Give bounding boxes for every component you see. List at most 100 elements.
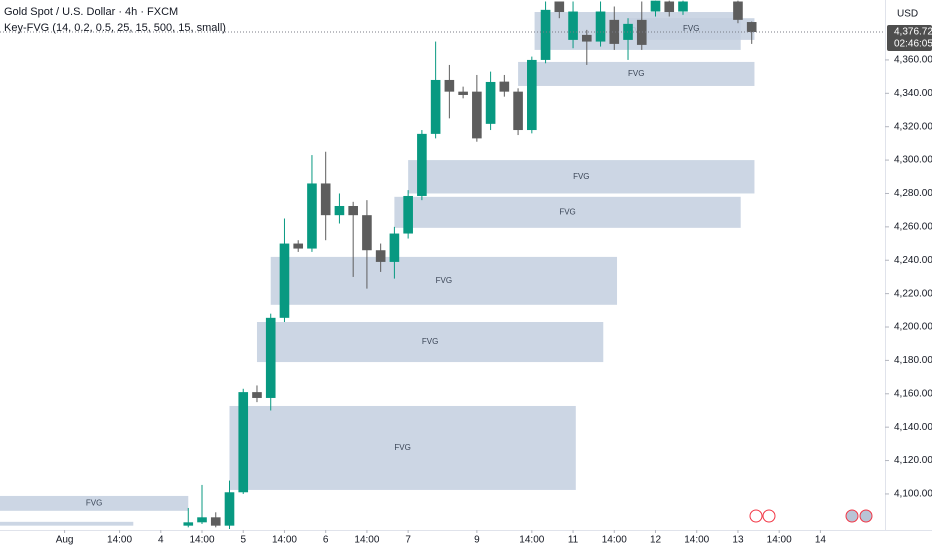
candle-body [224, 492, 235, 526]
candle-body [678, 1, 688, 12]
candle-body [334, 205, 345, 216]
candle-body [733, 1, 743, 20]
fvg-label: FVG [559, 207, 575, 216]
x-tick-label: 5 [240, 535, 246, 546]
fvg-zone [270, 256, 618, 305]
last-price-label: 4,376.72 [894, 27, 932, 38]
candle-body [499, 81, 510, 92]
fvg-zone [628, 18, 755, 40]
candle-body [540, 9, 551, 60]
candle-body [568, 11, 578, 40]
fvg-label: FVG [436, 276, 452, 285]
candle-body [362, 215, 372, 251]
currency-label: USD [897, 9, 918, 20]
candle-body [265, 317, 276, 398]
x-tick-label: 14:00 [354, 535, 379, 546]
candle-body [375, 250, 386, 262]
fvg-label: FVG [628, 69, 644, 78]
fvg-zone [408, 160, 755, 194]
x-tick-label: 14:00 [602, 535, 627, 546]
x-tick-label: 14:00 [684, 535, 709, 546]
axes: 4,100.00 4,120.00 4,140.00 4,160.00 4,180.00… [0, 25, 932, 546]
y-tick-label: 4,320.00 [894, 121, 932, 132]
y-tick-label: 4,180.00 [894, 355, 932, 366]
y-tick-label: 4,120.00 [894, 455, 932, 466]
y-tick-label: 4,240.00 [894, 255, 932, 266]
y-tick-label: 4,260.00 [894, 221, 932, 232]
candle-body [403, 195, 413, 234]
y-tick-label: 4,340.00 [894, 88, 932, 99]
fvg-zone [256, 322, 604, 363]
fvg-zone [518, 61, 755, 86]
y-tick-label: 4,360.00 [894, 55, 932, 66]
fvg-label: FVG [394, 443, 410, 452]
x-tick-label: 7 [405, 535, 411, 546]
zones: FVGFVGFVGFVGFVGFVGFVGFVGFVG [0, 12, 755, 526]
x-tick-label: 14:00 [519, 535, 544, 546]
fvg-label: FVG [86, 498, 102, 507]
fvg-zone [229, 405, 576, 490]
candle-body [513, 91, 523, 131]
x-tick-label: 14:00 [189, 535, 214, 546]
countdown-label: 02:46:05 [894, 39, 932, 50]
candle-body [389, 233, 400, 262]
y-tick-label: 4,100.00 [894, 489, 932, 500]
candle-body [623, 23, 633, 40]
candle-body [252, 392, 262, 398]
x-tick-label: 12 [650, 535, 662, 546]
x-tick-label: 14 [815, 535, 827, 546]
x-tick-label: Aug [56, 535, 74, 546]
candle-body [279, 243, 290, 318]
candle-body [210, 517, 221, 526]
event-icon [859, 509, 873, 523]
y-tick-label: 4,160.00 [894, 388, 932, 399]
candles [183, 0, 757, 529]
x-tick-label: 11 [568, 535, 579, 546]
y-tick-label: 4,300.00 [894, 155, 932, 166]
x-tick-label: 6 [323, 535, 329, 546]
candle-body [746, 22, 757, 33]
fvg-label: FVG [422, 337, 438, 346]
last-price-box [887, 25, 932, 52]
candle-body [485, 81, 496, 124]
y-tick-label: 4,140.00 [894, 422, 932, 433]
candle-body [307, 183, 317, 249]
candle-body [293, 243, 304, 249]
chart-title: Gold Spot / U.S. Dollar · 4h · FXCM [4, 6, 178, 18]
fvg-label: FVG [573, 172, 589, 181]
event-icon [749, 509, 763, 523]
candle-body [664, 1, 675, 13]
fvg-zone [0, 495, 189, 511]
indicator-label: Key-FVG (14, 0.2, 0.5, 25, 15, 500, 15, … [4, 22, 226, 34]
candle-body [444, 79, 455, 92]
candle-body [183, 522, 194, 526]
candle-body [609, 19, 620, 44]
x-tick-label: 14:00 [767, 535, 792, 546]
x-tick-label: 14:00 [272, 535, 297, 546]
y-tick-label: 4,280.00 [894, 188, 932, 199]
candle-body [197, 517, 207, 523]
fvg-label: FVG [683, 24, 699, 33]
candle-body [348, 205, 358, 216]
candle-body [320, 183, 331, 216]
y-tick-label: 4,220.00 [894, 288, 932, 299]
candle-body [595, 11, 606, 42]
candle-body [238, 392, 249, 493]
candle-body [417, 133, 427, 196]
x-tick-label: 13 [732, 535, 744, 546]
y-tick-label: 4,200.00 [894, 322, 932, 333]
candle-body [458, 91, 468, 95]
event-icon [762, 509, 776, 523]
candle-body [636, 19, 647, 45]
candle-body [472, 91, 482, 139]
fvg-zone [0, 521, 134, 526]
candle-body [581, 34, 592, 42]
x-tick-label: 4 [158, 535, 164, 546]
candle-body [527, 59, 537, 131]
candle-body [430, 79, 441, 134]
candle-body [554, 1, 565, 13]
candle-body [650, 0, 661, 12]
fvg-zone [394, 196, 741, 228]
event-icons [749, 509, 873, 523]
